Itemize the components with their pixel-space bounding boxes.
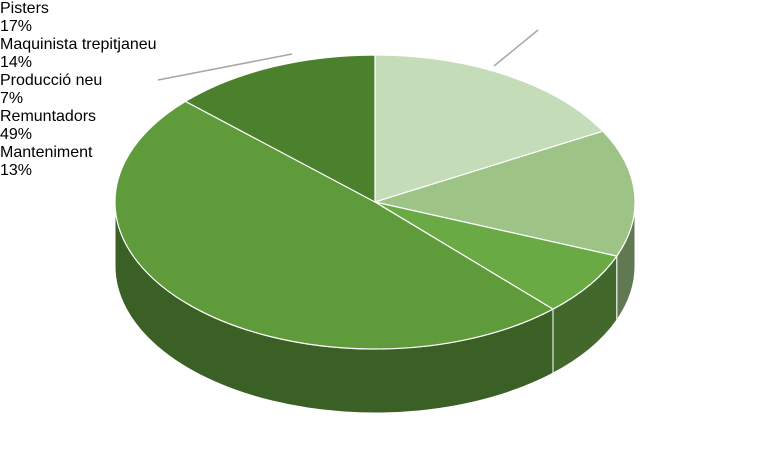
pie-slice xyxy=(374,201,618,310)
data-label: Maquinista trepitjaneu 14% xyxy=(0,36,170,72)
data-label: Pisters 17% xyxy=(0,0,140,36)
category-label: Remuntadors xyxy=(0,108,97,125)
leader-line xyxy=(157,53,293,81)
leader-line xyxy=(493,29,539,67)
pie-slice xyxy=(114,100,555,350)
pie-slice xyxy=(372,130,636,257)
pie-slice xyxy=(374,54,604,203)
data-label: Remuntadors 49% xyxy=(0,108,220,144)
data-label: Producció neu 7% xyxy=(0,72,140,108)
data-label: Manteniment 13% xyxy=(0,144,200,180)
value-label: 13% xyxy=(0,162,33,179)
category-label: Producció neu xyxy=(0,72,103,89)
category-label: Pisters xyxy=(0,0,49,17)
value-label: 17% xyxy=(0,18,33,35)
pie-slice xyxy=(184,54,376,203)
value-label: 7% xyxy=(0,90,24,107)
category-label: Manteniment xyxy=(0,144,93,161)
category-label: Maquinista trepitjaneu xyxy=(0,36,157,53)
value-label: 49% xyxy=(0,126,33,143)
value-label: 14% xyxy=(0,54,33,71)
